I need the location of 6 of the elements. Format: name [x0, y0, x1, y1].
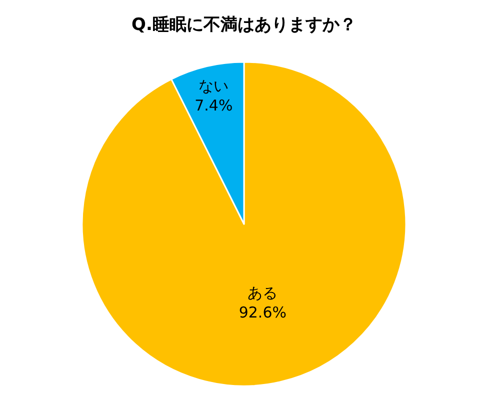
pie-slice: [82, 61, 407, 387]
slice-label: ない: [198, 77, 229, 96]
slice-label: ある: [248, 284, 278, 302]
chart-title: Q.睡眠に不満はありますか？: [132, 14, 356, 35]
data-label: 7.4%: [194, 96, 233, 115]
data-label: 92.6%: [238, 304, 286, 322]
